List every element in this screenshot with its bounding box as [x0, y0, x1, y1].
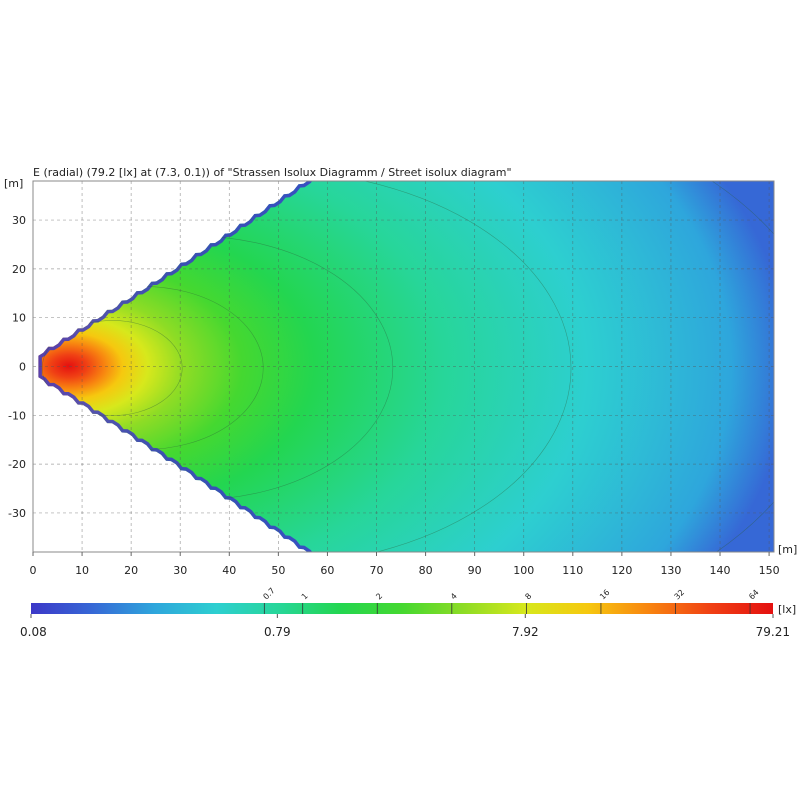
colorbar-value-label: 0.79	[264, 625, 291, 639]
x-tick-label: 100	[513, 564, 534, 577]
colorbar-contour-label: 64	[747, 588, 761, 602]
colorbar-contour-label: 1	[300, 591, 310, 601]
colorbar-unit: [lx]	[778, 603, 796, 616]
x-axis-unit: [m]	[778, 543, 797, 556]
x-tick-label: 40	[222, 564, 236, 577]
y-tick-label: -30	[8, 507, 26, 520]
colorbar-value-label: 0.08	[20, 625, 47, 639]
x-tick-label: 60	[320, 564, 334, 577]
plot-frame	[32, 180, 775, 553]
y-tick-label: 30	[12, 214, 26, 227]
x-axis: [m] 0 10 20 30 40 50 60 70 80 90 100 110 120 130 140 15…	[30, 543, 798, 577]
colorbar-contour-label: 4	[449, 591, 459, 601]
y-tick-label: 20	[12, 263, 26, 276]
x-tick-label: 70	[370, 564, 384, 577]
x-tick-label: 130	[660, 564, 681, 577]
y-axis: [m] 30 20 10 0 -10 -20 -30	[4, 177, 26, 520]
x-tick-label: 150	[759, 564, 780, 577]
x-tick-label: 120	[611, 564, 632, 577]
x-tick-label: 50	[271, 564, 285, 577]
plot-area	[32, 180, 775, 553]
colorbar-contour-label: 32	[673, 588, 687, 602]
x-tick-label: 20	[124, 564, 138, 577]
y-axis-unit: [m]	[4, 177, 23, 190]
x-tick-label: 140	[710, 564, 731, 577]
y-tick-label: 10	[12, 312, 26, 325]
x-tick-label: 30	[173, 564, 187, 577]
chart-title: E (radial) (79.2 [lx] at (7.3, 0.1)) of …	[33, 166, 512, 179]
isolux-contour-line	[38, 181, 572, 552]
colorbar-contour-label: 8	[523, 591, 533, 601]
colorbar-contour-label: 2	[374, 591, 384, 601]
x-tick-label: 90	[468, 564, 482, 577]
colorbar: 0.7 1 2 4 8 16 32 64 0.08 0.79 7.92 79.21 [lx]	[20, 586, 796, 639]
grid-lines	[33, 181, 774, 552]
x-tick-label: 110	[562, 564, 583, 577]
colorbar-value-label: 79.21	[756, 625, 790, 639]
x-tick-label: 80	[419, 564, 433, 577]
colorbar-value-label: 7.92	[512, 625, 539, 639]
colorbar-gradient	[31, 603, 773, 614]
x-tick-label: 0	[30, 564, 37, 577]
y-tick-label: 0	[19, 361, 26, 374]
x-tick-label: 10	[75, 564, 89, 577]
y-tick-label: -20	[8, 458, 26, 471]
colorbar-contour-label: 0.7	[261, 586, 276, 601]
y-tick-label: -10	[8, 409, 26, 422]
colorbar-contour-label: 16	[598, 588, 612, 602]
